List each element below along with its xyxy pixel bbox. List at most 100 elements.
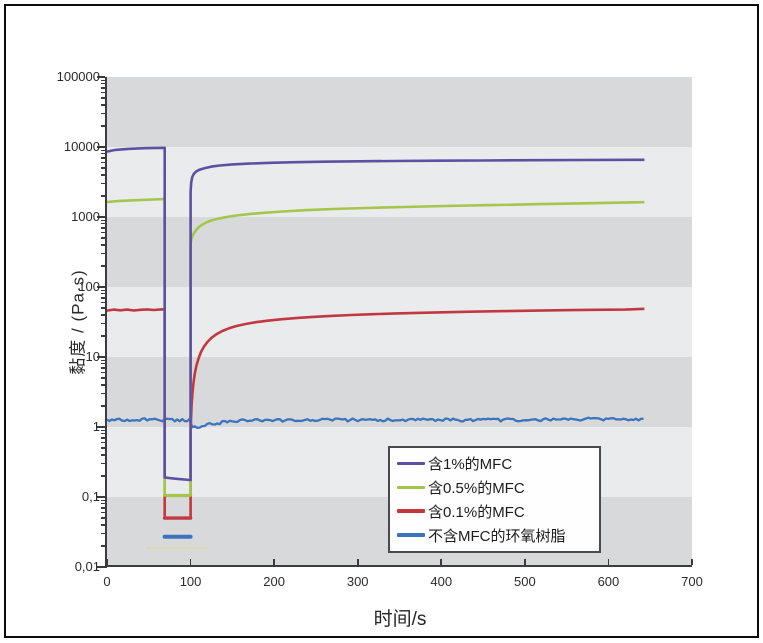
axis-tick xyxy=(101,532,105,535)
axis-tick xyxy=(101,97,105,99)
legend-line-sample xyxy=(397,461,425,465)
axis-tick xyxy=(101,307,105,309)
y-axis-title: 黏度 / (Pa·s) xyxy=(68,269,88,375)
axis-tick xyxy=(101,377,105,379)
x-tick-label: 300 xyxy=(346,574,369,589)
axis-tick xyxy=(101,507,105,509)
x-tick-label: 0 xyxy=(103,574,111,589)
axis-tick xyxy=(101,237,105,239)
legend-line-sample xyxy=(397,532,425,538)
axis-tick xyxy=(101,437,105,439)
axis-tick xyxy=(106,559,108,565)
axis-tick xyxy=(101,153,105,155)
legend-box: 含1%的MFC 含0.5%的MFC 含0.1%的MFC 不含MFC的环氧树脂 xyxy=(388,446,601,553)
x-tick-label: 500 xyxy=(513,574,536,589)
axis-tick xyxy=(101,447,105,449)
legend-label: 不含MFC的环氧树脂 xyxy=(428,527,566,545)
axis-tick xyxy=(101,384,105,386)
decade-band xyxy=(107,217,692,287)
x-tick-label: 400 xyxy=(430,574,453,589)
axis-tick xyxy=(101,161,105,164)
legend-label: 含0.5%的MFC xyxy=(428,479,525,497)
y-tick-label: 0,1 xyxy=(81,489,100,504)
series-curves xyxy=(106,146,645,550)
axis-tick xyxy=(101,517,105,519)
axis-tick xyxy=(101,219,105,221)
axis-tick xyxy=(101,441,105,444)
axis-tick xyxy=(101,499,105,501)
axis-tick xyxy=(101,511,105,514)
y-tick-label: 100 xyxy=(78,279,100,294)
axis-tick xyxy=(101,244,105,246)
legend-row: 含0.5%的MFC xyxy=(397,475,599,499)
decade-band xyxy=(107,77,692,147)
axis-tick xyxy=(101,392,105,395)
y-tick-label: 100000 xyxy=(56,69,100,84)
axis-tick xyxy=(101,335,105,337)
series-line xyxy=(106,197,645,497)
axis-tick xyxy=(101,462,105,465)
y-tick-label: 1000 xyxy=(71,209,100,224)
y-tick-label: 1 xyxy=(92,419,100,434)
legend-line-sample xyxy=(397,485,425,489)
axis-tick xyxy=(101,87,105,89)
legend-row: 不含MFC的环氧树脂 xyxy=(397,523,599,547)
axis-tick xyxy=(101,429,105,431)
axis-tick xyxy=(101,104,105,106)
axis-tick xyxy=(101,79,105,81)
axis-tick xyxy=(101,223,105,225)
axis-tick xyxy=(97,426,105,428)
axis-tick xyxy=(101,231,105,234)
series-line xyxy=(106,146,645,482)
axis-tick xyxy=(101,524,105,526)
axis-tick xyxy=(691,559,693,565)
axis-tick xyxy=(101,182,105,185)
axis-tick xyxy=(101,149,105,151)
axis-tick xyxy=(97,566,105,568)
legend-label: 含1%的MFC xyxy=(428,455,513,473)
legend-row: 含1%的MFC xyxy=(397,451,599,475)
y-tick-label: 0,01 xyxy=(74,559,100,574)
axis-tick xyxy=(273,559,275,565)
axis-tick xyxy=(101,545,105,547)
axis-tick xyxy=(97,496,105,498)
y-tick-label: 10 xyxy=(85,349,100,364)
axis-tick xyxy=(101,503,105,505)
axis-tick xyxy=(97,76,105,78)
legend-row: 含0.1%的MFC xyxy=(397,499,599,523)
legend-label: 含0.1%的MFC xyxy=(428,503,525,521)
x-tick-label: 600 xyxy=(597,574,620,589)
x-tick-label: 100 xyxy=(179,574,202,589)
axis-tick xyxy=(101,157,105,159)
x-axis-title: 时间/s xyxy=(373,609,427,630)
axis-tick xyxy=(101,363,105,365)
axis-tick xyxy=(101,227,105,229)
axis-tick xyxy=(101,433,105,435)
axis-tick xyxy=(101,91,105,94)
axis-tick xyxy=(101,367,105,369)
axis-tick xyxy=(607,559,610,565)
x-tick-label: 200 xyxy=(263,574,285,589)
axis-tick xyxy=(356,559,359,565)
legend-line-sample xyxy=(397,509,425,513)
axis-tick xyxy=(101,195,105,197)
axis-tick xyxy=(97,216,105,218)
axis-tick xyxy=(101,252,105,255)
axis-tick xyxy=(101,265,105,267)
axis-tick xyxy=(97,146,105,148)
axis-tick xyxy=(101,167,105,169)
axis-tick xyxy=(101,293,105,295)
series-line xyxy=(106,307,645,520)
axis-tick xyxy=(101,301,105,304)
axis-tick xyxy=(101,83,105,85)
axis-tick xyxy=(101,112,105,115)
series-line xyxy=(106,416,644,430)
x-axis-line xyxy=(105,565,692,567)
axis-tick xyxy=(101,405,105,407)
axis-tick xyxy=(101,475,105,477)
axis-tick xyxy=(101,314,105,316)
axis-tick xyxy=(97,356,105,358)
axis-tick xyxy=(101,174,105,176)
axis-tick xyxy=(97,286,105,288)
